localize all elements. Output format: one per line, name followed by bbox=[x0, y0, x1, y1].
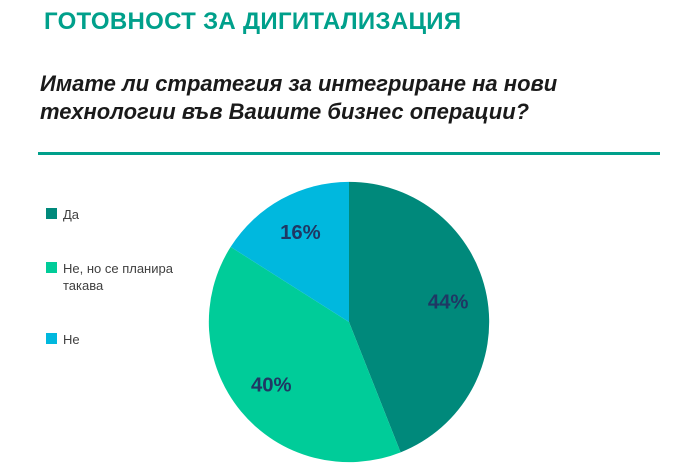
legend-label: Не bbox=[63, 331, 80, 347]
legend-label: Не, но се планира такава bbox=[63, 260, 173, 294]
slice-value-label: 44% bbox=[428, 291, 469, 313]
legend-item: Да bbox=[46, 206, 181, 224]
legend-item: Не bbox=[46, 331, 181, 349]
pie-chart: 44% 40% 16% bbox=[204, 177, 494, 467]
slice-value-label: 40% bbox=[251, 375, 292, 397]
legend-label: Да bbox=[63, 207, 80, 222]
pie-chart-svg: 44% 40% 16% bbox=[208, 181, 490, 463]
chart-legend: Да Не, но се планира такава Не bbox=[46, 206, 181, 348]
slice-value-label: 16% bbox=[280, 222, 321, 244]
legend-swatch bbox=[46, 208, 57, 219]
page-title: ГОТОВНОСТ ЗА ДИГИТАЛИЗАЦИЯ bbox=[44, 8, 462, 35]
pie-slice-3 bbox=[230, 181, 349, 322]
legend-swatch bbox=[46, 261, 57, 273]
legend-swatch bbox=[46, 332, 57, 344]
divider bbox=[38, 152, 660, 155]
pie-slice-1 bbox=[349, 181, 490, 453]
survey-question: Имате ли стратегия за интегриране на нов… bbox=[40, 71, 558, 125]
pie-slice-2 bbox=[208, 246, 401, 463]
legend-item: Не, но се планира такава bbox=[46, 260, 181, 295]
